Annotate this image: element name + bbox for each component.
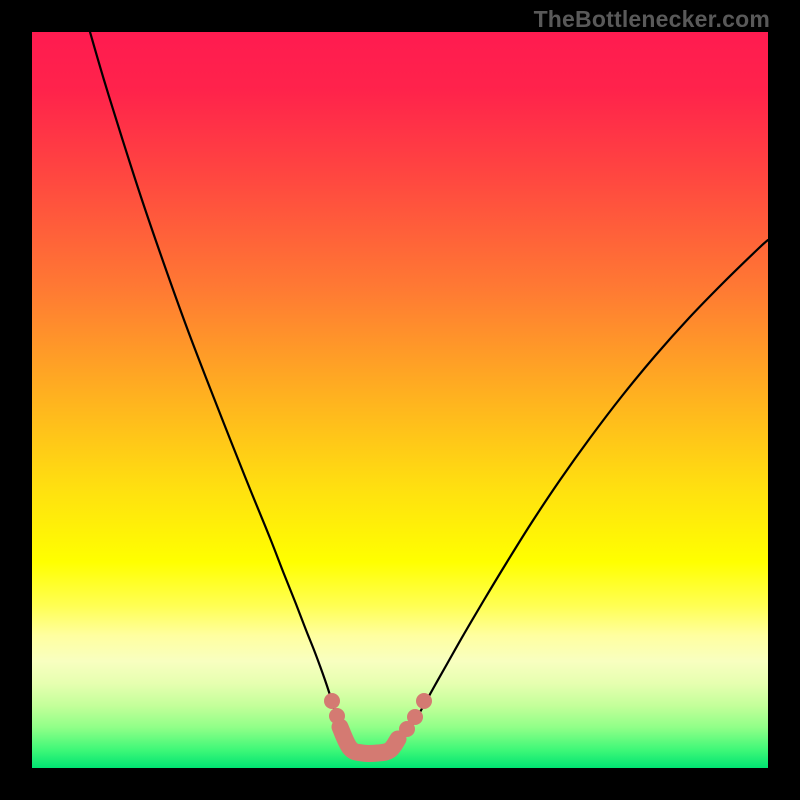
stage: TheBottlenecker.com (0, 0, 800, 800)
gradient-background (32, 32, 768, 768)
watermark-text: TheBottlenecker.com (534, 6, 770, 33)
plot-area (32, 32, 768, 768)
